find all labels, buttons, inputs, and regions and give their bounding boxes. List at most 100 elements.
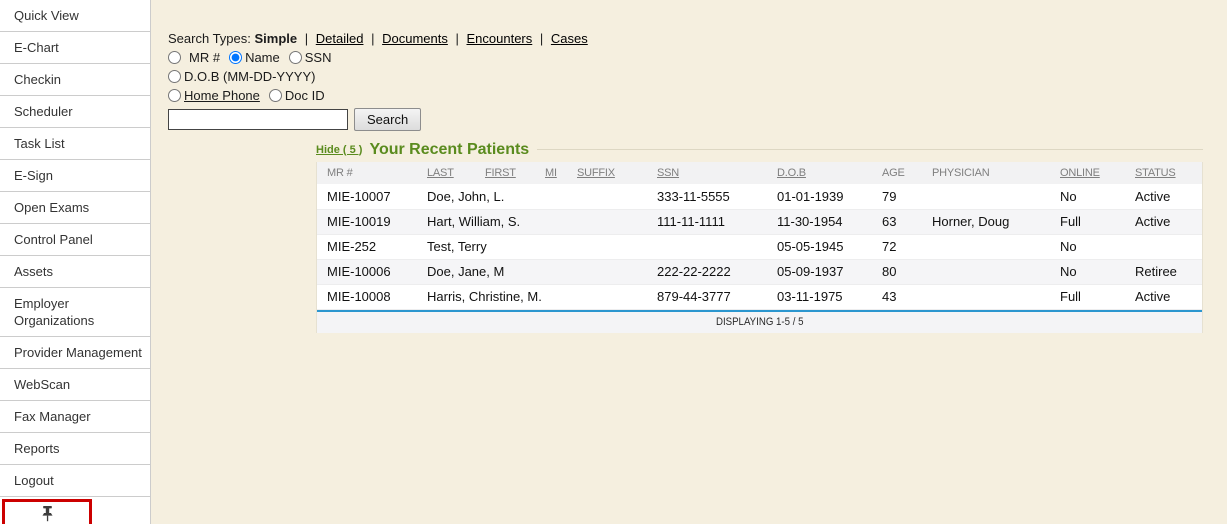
table-row[interactable]: MIE-10008 Harris, Christine, M. 879-44-3… [317,284,1202,310]
radio-doc-id[interactable] [268,89,282,102]
cell-mr: MIE-10006 [317,259,417,285]
paging-status: DISPLAYING 1-5 / 5 [715,316,804,328]
cell-age: 72 [872,234,922,260]
cell-online: No [1050,184,1125,210]
column-header-suffix[interactable]: SUFFIX [567,162,647,184]
legend-divider-line [537,149,1203,150]
radio-dob-label: D.O.B (MM-DD-YYYY) [184,69,316,84]
cell-dob: 01-01-1939 [767,184,872,210]
sidebar-item-label: Fax Manager [14,409,91,424]
search-radio-row-3: Home Phone Doc ID [168,86,1227,105]
sidebar-item-label: Control Panel [14,232,93,247]
radio-mr-number-label: MR # [189,50,221,65]
pushpin-icon[interactable] [41,505,54,524]
sidebar-item-task-list[interactable]: Task List [0,128,150,160]
table-row[interactable]: MIE-10006 Doe, Jane, M 222-22-2222 05-09… [317,259,1202,285]
cell-online: No [1050,259,1125,285]
cell-physician [922,184,1050,210]
cell-ssn: 333-11-5555 [647,184,767,210]
column-header-online[interactable]: ONLINE [1050,162,1125,184]
search-input-row: Search [168,108,1227,131]
table-row[interactable]: MIE-252 Test, Terry 05-05-1945 72 No [317,234,1202,260]
sidebar-item-reports[interactable]: Reports [0,433,150,465]
search-type-detailed[interactable]: Detailed [315,31,364,46]
table-footer-divider [317,309,1202,312]
sidebar-item-open-exams[interactable]: Open Exams [0,192,150,224]
separator: | [371,31,375,46]
cell-dob: 05-05-1945 [767,234,872,260]
search-types-label: Search Types: [168,31,251,46]
column-header-mi[interactable]: MI [535,162,567,184]
cell-online: Full [1050,209,1125,235]
sidebar-item-label: Task List [14,136,65,151]
cell-ssn: 111-11-1111 [647,209,767,235]
sidebar-item-e-chart[interactable]: E-Chart [0,32,150,64]
cell-physician [922,284,1050,310]
sidebar-item-logout[interactable]: Logout [0,465,150,497]
sidebar-item-control-panel[interactable]: Control Panel [0,224,150,256]
sidebar-item-e-sign[interactable]: E-Sign [0,160,150,192]
radio-name-label: Name [245,50,280,65]
cell-physician [922,234,1050,260]
sidebar-item-webscan[interactable]: WebScan [0,369,150,401]
radio-home-phone[interactable] [168,89,181,102]
column-header-first[interactable]: FIRST [475,162,535,184]
column-header-last[interactable]: LAST [417,162,475,184]
cell-age: 80 [872,259,922,285]
column-header-status[interactable]: STATUS [1125,162,1202,184]
sidebar-item-provider-management[interactable]: Provider Management [0,337,150,369]
cell-status [1125,234,1202,260]
sidebar-item-scheduler[interactable]: Scheduler [0,96,150,128]
table-row[interactable]: MIE-10019 Hart, William, S. 111-11-1111 … [317,209,1202,235]
search-input[interactable] [168,109,348,130]
cell-online: Full [1050,284,1125,310]
radio-home-phone-label[interactable]: Home Phone [184,88,260,103]
column-header-dob[interactable]: D.O.B [767,162,872,184]
sidebar-item-label: Logout [14,473,54,488]
sidebar-item-pin[interactable] [0,497,150,524]
search-type-encounters[interactable]: Encounters [466,31,533,46]
cell-name: Hart, William, S. [417,209,647,235]
sidebar-item-quick-view[interactable]: Quick View [0,0,150,32]
radio-mr-number[interactable] [168,51,181,64]
sidebar-item-label: Reports [14,441,60,456]
patient-search-panel: Search Types: Simple | Detailed | Docume… [168,29,1227,131]
cell-ssn: 879-44-3777 [647,284,767,310]
recent-patients-legend: Hide ( 5 ) Your Recent Patients [316,140,1203,159]
sidebar-item-fax-manager[interactable]: Fax Manager [0,401,150,433]
hide-link[interactable]: Hide ( 5 ) [316,143,363,156]
cell-status: Active [1125,209,1202,235]
sidebar-item-label: Employer Organizations [14,296,95,328]
table-row[interactable]: MIE-10007 Doe, John, L. 333-11-5555 01-0… [317,184,1202,210]
search-radio-row-1: MR # Name SSN [168,48,1227,67]
radio-ssn-label: SSN [304,50,332,65]
cell-dob: 11-30-1954 [767,209,872,235]
cell-dob: 05-09-1937 [767,259,872,285]
sidebar-item-checkin[interactable]: Checkin [0,64,150,96]
table-header-row: MR # LAST FIRST MI SUFFIX SSN D.O.B AGE … [317,162,1202,184]
search-button[interactable]: Search [354,108,422,131]
sidebar-item-label: Assets [14,264,54,279]
cell-ssn: 222-22-2222 [647,259,767,285]
radio-ssn[interactable] [288,51,302,64]
radio-name[interactable] [229,51,243,64]
cell-physician: Horner, Doug [922,209,1050,235]
red-highlight-box [2,499,92,524]
sidebar-item-assets[interactable]: Assets [0,256,150,288]
column-header-age: AGE [872,162,922,184]
main-content: Search Types: Simple | Detailed | Docume… [151,0,1227,524]
column-header-physician: PHYSICIAN [922,162,1050,184]
cell-age: 63 [872,209,922,235]
column-header-ssn[interactable]: SSN [647,162,767,184]
cell-ssn [647,234,767,260]
column-header-mr: MR # [317,162,417,184]
search-type-cases[interactable]: Cases [550,31,588,46]
separator: | [304,31,309,46]
search-type-documents[interactable]: Documents [382,31,448,46]
recent-patients-table: MR # LAST FIRST MI SUFFIX SSN D.O.B AGE … [317,162,1202,310]
cell-dob: 03-11-1975 [767,284,872,310]
radio-dob[interactable] [168,70,181,83]
search-type-simple[interactable]: Simple [254,31,298,46]
cell-status: Active [1125,184,1202,210]
sidebar-item-employer-organizations[interactable]: Employer Organizations [0,288,150,337]
